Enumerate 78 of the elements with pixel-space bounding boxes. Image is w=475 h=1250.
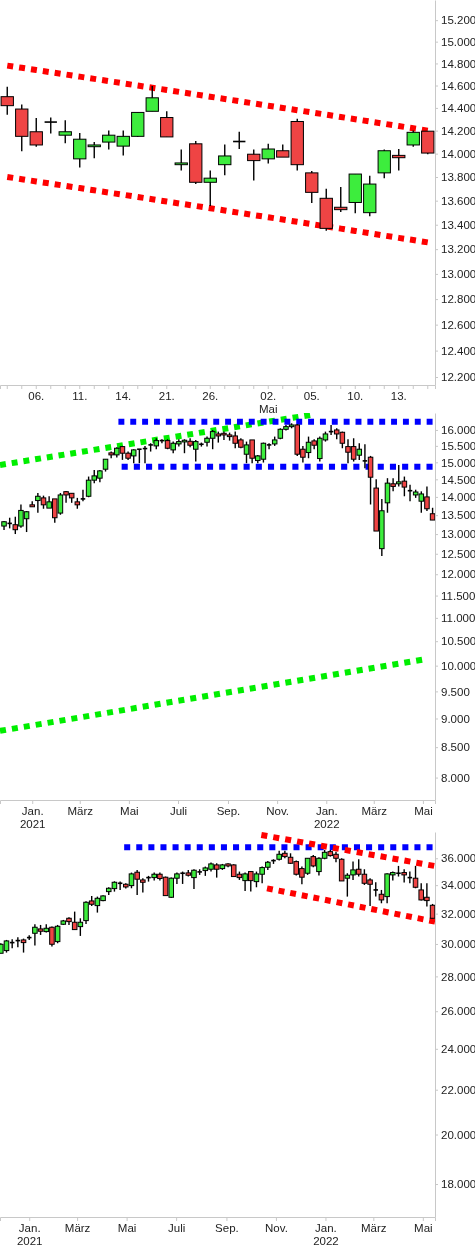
y-tick-label: 12.000 — [441, 568, 475, 581]
y-tick-label: 15.000 — [441, 35, 475, 48]
x-tick-label: Jan. 2021 — [19, 805, 46, 831]
y-tick-label: 20.000 — [441, 1128, 475, 1141]
y-tick-label: 13.000 — [441, 268, 475, 281]
y-tick-label: 14.000 — [441, 147, 475, 160]
y-tick-label: 14.000 — [441, 491, 475, 504]
y-tick-label: 28.000 — [441, 970, 475, 983]
y-tick-label: 9.000 — [441, 712, 470, 725]
candlestick — [80, 489, 86, 502]
x-tick-label: Sep. — [216, 805, 241, 818]
y-tick-label: 18.000 — [441, 1178, 475, 1191]
y-tick-label: 30.000 — [441, 938, 475, 951]
candlestick — [305, 170, 319, 204]
x-tick-label: Mai — [120, 805, 139, 818]
x-tick-label: Nov. — [266, 805, 290, 818]
y-tick-label: 15.200 — [441, 14, 475, 27]
x-tick-label: 21. — [158, 390, 175, 403]
y-tick-label: 12.600 — [441, 318, 475, 331]
y-tick-label: 13.500 — [441, 509, 475, 522]
candlestick — [218, 143, 232, 176]
x-tick-label: Juli — [169, 805, 188, 818]
y-tick-label: 13.400 — [441, 218, 475, 231]
y-tick-label: 9.500 — [441, 685, 470, 698]
y-tick-label: 14.400 — [441, 102, 475, 115]
y-tick-label: 34.000 — [441, 879, 475, 892]
y-tick-label: 8.500 — [441, 741, 470, 754]
y-tick-label: 32.000 — [441, 907, 475, 920]
y-tick-label: 8.000 — [441, 771, 470, 784]
x-tick-label: Jan. 2021 — [16, 1222, 43, 1248]
x-tick-label: 06. — [28, 390, 45, 403]
x-tick-label: Jan. 2022 — [313, 1222, 339, 1248]
y-tick-label: 13.800 — [441, 171, 475, 184]
x-tick-label: Juli — [167, 1222, 186, 1235]
candlestick — [145, 85, 159, 112]
y-tick-label: 13.600 — [441, 194, 475, 207]
y-tick-label: 12.500 — [441, 547, 475, 560]
y-tick-label: 14.500 — [441, 473, 475, 486]
y-tick-label: 14.200 — [441, 124, 475, 137]
y-tick-label: 22.000 — [441, 1083, 475, 1096]
x-tick-label: März — [64, 1222, 91, 1235]
x-tick-label: 05. — [303, 390, 320, 403]
x-tick-label: Nov. — [265, 1222, 288, 1235]
x-tick-label: März — [361, 805, 388, 818]
x-tick-label: 10. — [347, 390, 364, 403]
x-tick-label: Mai — [414, 805, 433, 818]
x-tick-label: Jan. 2022 — [313, 805, 340, 831]
y-tick-label: 12.800 — [441, 293, 475, 306]
y-tick-label: 13.200 — [441, 243, 475, 256]
x-tick-label: 02. Mai — [258, 390, 278, 416]
y-tick-label: 13.000 — [441, 528, 475, 541]
candlestick — [367, 455, 374, 506]
x-tick-label: Mai — [117, 1222, 137, 1235]
y-tick-label: 11.500 — [441, 589, 475, 602]
x-tick-label: Mai — [414, 1222, 433, 1235]
y-tick-label: 15.000 — [441, 456, 475, 469]
y-tick-label: 11.000 — [441, 612, 475, 625]
x-tick-label: Sep. — [215, 1222, 239, 1235]
x-tick-label: 11. — [72, 390, 88, 403]
x-tick-label: März — [361, 1222, 387, 1235]
candlestick — [0, 85, 14, 116]
x-tick-label: März — [67, 805, 94, 818]
y-tick-label: 14.800 — [441, 57, 475, 70]
x-tick-label: 26. — [202, 390, 219, 403]
x-tick-label: 13. — [390, 390, 407, 403]
y-tick-label: 36.000 — [441, 852, 475, 865]
candlestick — [58, 119, 72, 144]
y-tick-label: 10.000 — [441, 659, 475, 672]
y-tick-label: 16.000 — [441, 424, 475, 437]
y-tick-label: 10.500 — [441, 635, 475, 648]
y-tick-label: 15.500 — [441, 440, 475, 453]
y-tick-label: 12.400 — [441, 344, 475, 357]
y-tick-label: 14.600 — [441, 79, 475, 92]
x-tick-label: 14. — [115, 390, 132, 403]
y-tick-label: 24.000 — [441, 1043, 475, 1055]
y-tick-label: 12.200 — [441, 371, 475, 384]
y-tick-label: 26.000 — [441, 1005, 475, 1018]
candlestick — [160, 110, 174, 138]
